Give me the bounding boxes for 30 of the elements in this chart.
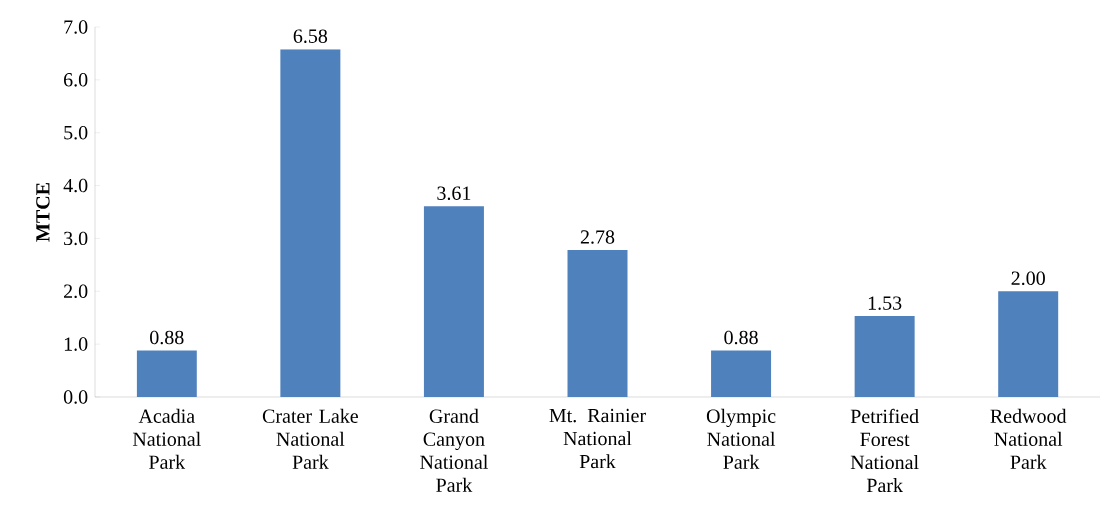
y-tick-label: 1.0 <box>64 337 88 351</box>
y-tick-label: 6.0 <box>64 73 88 87</box>
data-label: 2.00 <box>1011 271 1045 286</box>
x-tick-label: Redwood National Park <box>990 408 1067 469</box>
bar <box>854 316 915 397</box>
y-tick-label: 2.0 <box>64 284 88 299</box>
x-tick-label: Crater Lake National Park <box>262 408 358 469</box>
x-tick-label: Acadia National Park <box>132 408 201 469</box>
y-tick-label: 0.0 <box>63 390 88 404</box>
x-tick-label: Grand Canyon National Park <box>420 408 488 492</box>
y-tick-label: 5.0 <box>64 125 88 140</box>
y-tick-label: 3.0 <box>64 231 88 246</box>
y-tick-label: 7.0 <box>64 20 88 34</box>
y-tick-label: 4.0 <box>63 178 88 193</box>
data-label: 2.78 <box>580 230 615 244</box>
data-label: 0.88 <box>724 330 758 345</box>
bar <box>136 350 197 397</box>
bar <box>280 49 341 397</box>
y-axis-title: MTCE <box>36 183 50 242</box>
bar <box>711 350 772 397</box>
x-tick-label: Petrified Forest National Park <box>850 408 919 493</box>
x-tick-label: Olympic National Park <box>706 408 776 469</box>
bar <box>998 291 1059 397</box>
x-tick-label: Mt. Rainier National Park <box>549 408 646 469</box>
bar <box>567 250 628 397</box>
data-label: 6.58 <box>293 29 328 43</box>
data-label: 0.88 <box>150 330 184 345</box>
data-label: 3.61 <box>437 186 471 200</box>
data-label: 1.53 <box>868 296 902 310</box>
bar <box>423 206 484 397</box>
